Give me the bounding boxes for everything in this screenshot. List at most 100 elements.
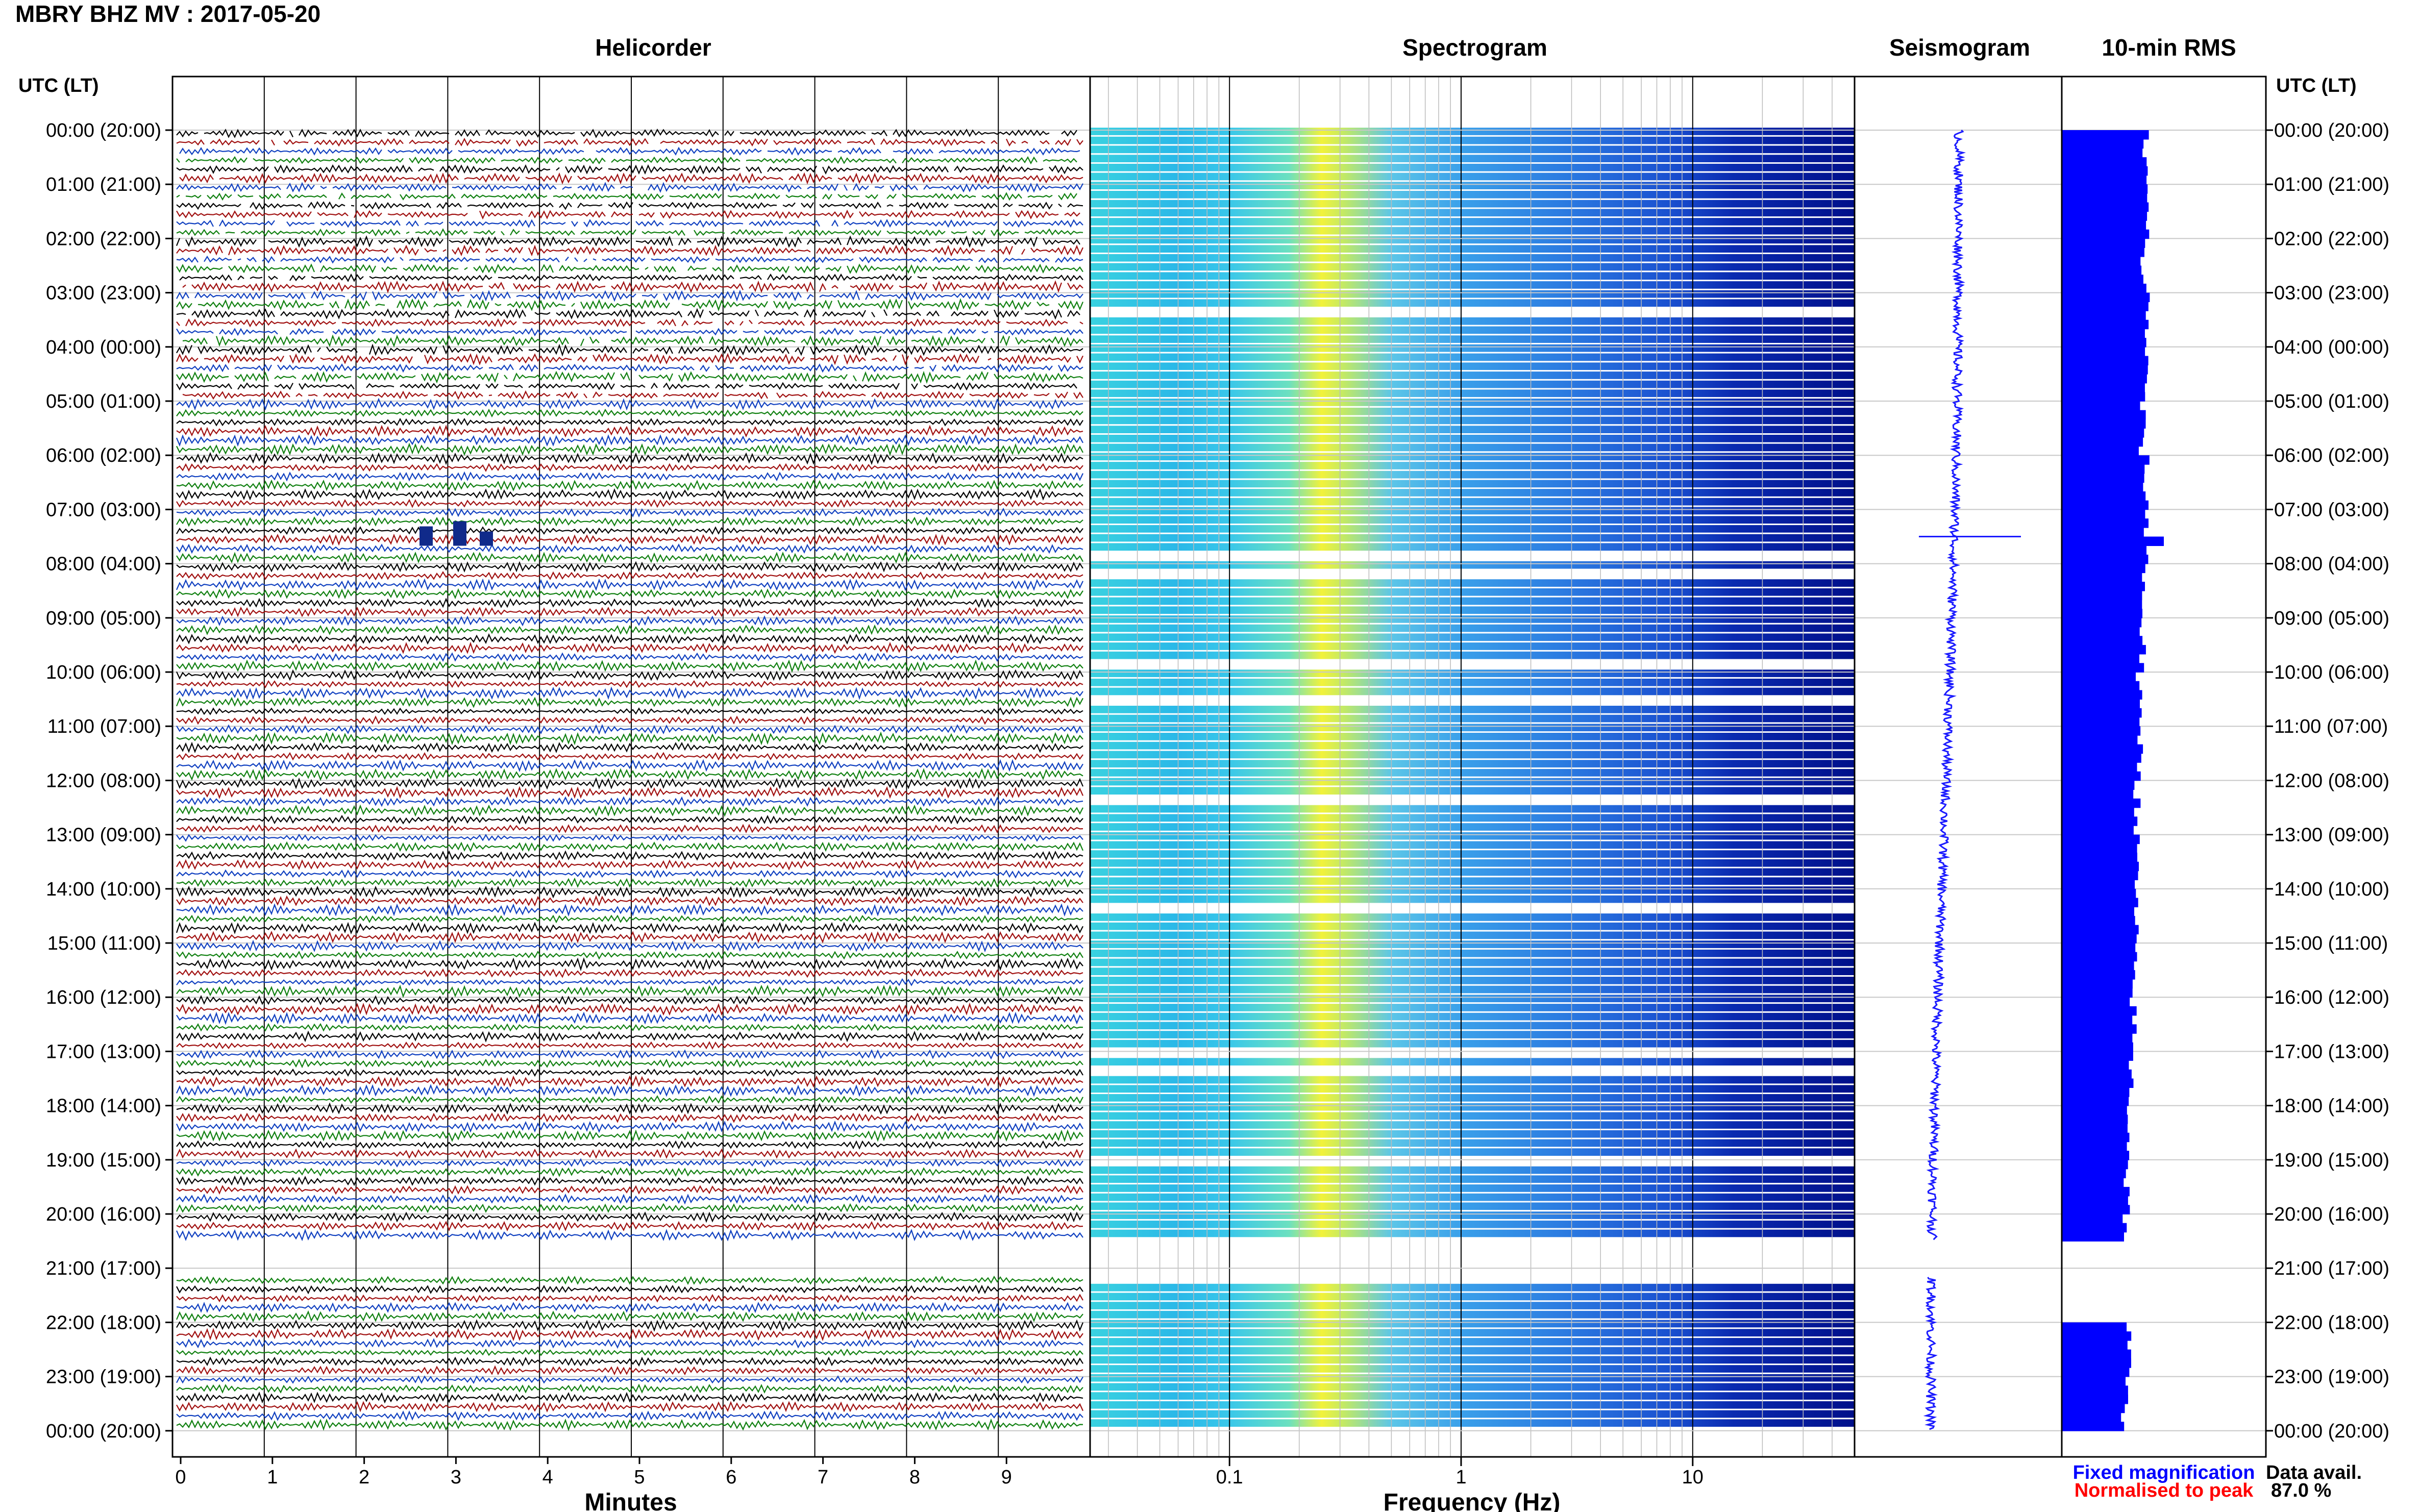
- rms-bar: [2062, 1358, 2131, 1368]
- rms-bar: [2062, 681, 2140, 691]
- rms-bar: [2062, 1105, 2127, 1116]
- rms-bar: [2062, 175, 2147, 185]
- helicorder-trace: [176, 686, 1083, 700]
- spectrogram-row: [1090, 1121, 1855, 1129]
- rms-bar: [2062, 844, 2137, 853]
- spectrogram-row: [1090, 760, 1855, 767]
- spectrogram-row: [1090, 1419, 1855, 1427]
- spectrogram-row: [1090, 254, 1855, 262]
- spectrogram-row: [1090, 426, 1855, 433]
- rms-bar: [2062, 997, 2130, 1007]
- left-hour-label: 11:00 (07:00): [47, 716, 161, 737]
- helicorder-trace: [176, 1011, 1083, 1025]
- spectrogram-row: [1090, 1365, 1855, 1373]
- helicorder-trace: [176, 218, 1083, 228]
- spectrogram-row: [1090, 913, 1855, 921]
- rms-bar: [2062, 166, 2148, 176]
- event-signal: [419, 526, 433, 546]
- spectrogram-row: [1090, 507, 1855, 515]
- helicorder-trace: [177, 383, 1083, 389]
- helicorder-trace: [176, 1175, 1083, 1186]
- helicorder-trace: [176, 768, 1083, 781]
- right-hour-label: 21:00 (17:00): [2274, 1258, 2389, 1279]
- page-title: MBRY BHZ MV : 2017-05-20: [15, 1, 321, 27]
- helicorder-trace: [176, 578, 1083, 592]
- helicorder-trace: [179, 146, 1080, 156]
- rms-bar: [2062, 1223, 2127, 1233]
- right-hour-label: 23:00 (19:00): [2274, 1367, 2389, 1388]
- helicorder-trace: [176, 244, 1083, 257]
- spectrogram-row: [1090, 299, 1855, 307]
- rms-bar: [2062, 238, 2145, 248]
- spectrogram-row: [1090, 525, 1855, 533]
- rms-bar: [2062, 1422, 2125, 1431]
- rms-bar: [2062, 672, 2136, 682]
- rms-bar: [2062, 1385, 2128, 1395]
- rms-bar: [2062, 1006, 2137, 1016]
- helicorder-trace: [176, 814, 1083, 825]
- helicorder-trace: [176, 526, 1083, 535]
- helicorder-trace: [176, 1410, 1083, 1422]
- rms-bar: [2062, 437, 2143, 447]
- helicorder-trace: [176, 463, 1083, 473]
- rms-bar: [2062, 193, 2148, 203]
- helicorder-trace: [176, 1140, 1083, 1150]
- spectrogram-row: [1090, 1383, 1855, 1391]
- helicorder-trace: [176, 1284, 1083, 1295]
- rms-bar: [2062, 410, 2146, 420]
- helicorder-trace: [176, 1112, 1083, 1123]
- helicorder-trace: [176, 417, 1083, 427]
- seismogram-trace: [1919, 129, 2021, 1430]
- rms-bar: [2062, 229, 2150, 239]
- rms-bar: [2062, 970, 2135, 980]
- helicorder-trace: [176, 995, 1083, 1006]
- rms-bar: [2062, 636, 2143, 646]
- helicorder-trace: [176, 571, 1083, 581]
- spectrogram-row: [1090, 1220, 1855, 1228]
- helicorder-trace: [176, 1203, 1083, 1213]
- spectrogram-row: [1090, 678, 1855, 686]
- left-hour-label: 12:00 (08:00): [46, 770, 161, 791]
- rms-bar: [2062, 780, 2135, 790]
- helicorder-trace: [176, 914, 1083, 924]
- spectrogram-row: [1090, 1130, 1855, 1138]
- spectrogram-row: [1090, 200, 1855, 208]
- spectrogram-row: [1090, 579, 1855, 587]
- rms-bar: [2062, 726, 2141, 736]
- right-hour-label: 05:00 (01:00): [2274, 391, 2389, 412]
- spectrogram-row: [1090, 1293, 1855, 1301]
- spectrogram-row: [1090, 489, 1855, 497]
- rms-bar: [2062, 392, 2145, 402]
- spectrogram-row: [1090, 940, 1855, 948]
- right-hour-label: 17:00 (13:00): [2274, 1041, 2389, 1062]
- helicorder-trace: [176, 298, 1084, 312]
- helicorder-trace: [176, 922, 1083, 935]
- spectrogram-row: [1090, 163, 1855, 171]
- left-time-header: UTC (LT): [18, 75, 99, 96]
- spectrogram-row: [1090, 371, 1855, 379]
- spectrogram-row: [1090, 769, 1855, 777]
- rms-bar: [2062, 1178, 2124, 1187]
- right-hour-label: 15:00 (11:00): [2274, 933, 2388, 954]
- helicorder-xlabel: Minutes: [584, 1489, 677, 1512]
- spectrogram-row: [1090, 1148, 1855, 1156]
- spectrogram-row: [1090, 182, 1855, 189]
- spectrogram-row: [1090, 958, 1855, 966]
- right-hour-label: 03:00 (23:00): [2274, 283, 2389, 304]
- right-hour-label: 01:00 (21:00): [2274, 174, 2389, 195]
- helicorder-trace: [176, 327, 1083, 337]
- rms-bar: [2062, 1069, 2132, 1079]
- spectrogram-row: [1090, 389, 1855, 398]
- helicorder-trace: [176, 343, 1083, 357]
- spectrogram-row: [1090, 977, 1855, 984]
- spectrogram-row: [1090, 1337, 1855, 1346]
- helicorder-trace: [176, 1338, 1083, 1349]
- spectrogram-row: [1090, 642, 1855, 650]
- right-hour-label: 02:00 (22:00): [2274, 228, 2389, 250]
- rms-bar: [2062, 834, 2140, 845]
- helicorder-trace: [176, 859, 1083, 871]
- rms-bar: [2062, 898, 2138, 907]
- left-hour-label: 22:00 (18:00): [46, 1312, 161, 1333]
- spectrogram-row: [1090, 236, 1855, 244]
